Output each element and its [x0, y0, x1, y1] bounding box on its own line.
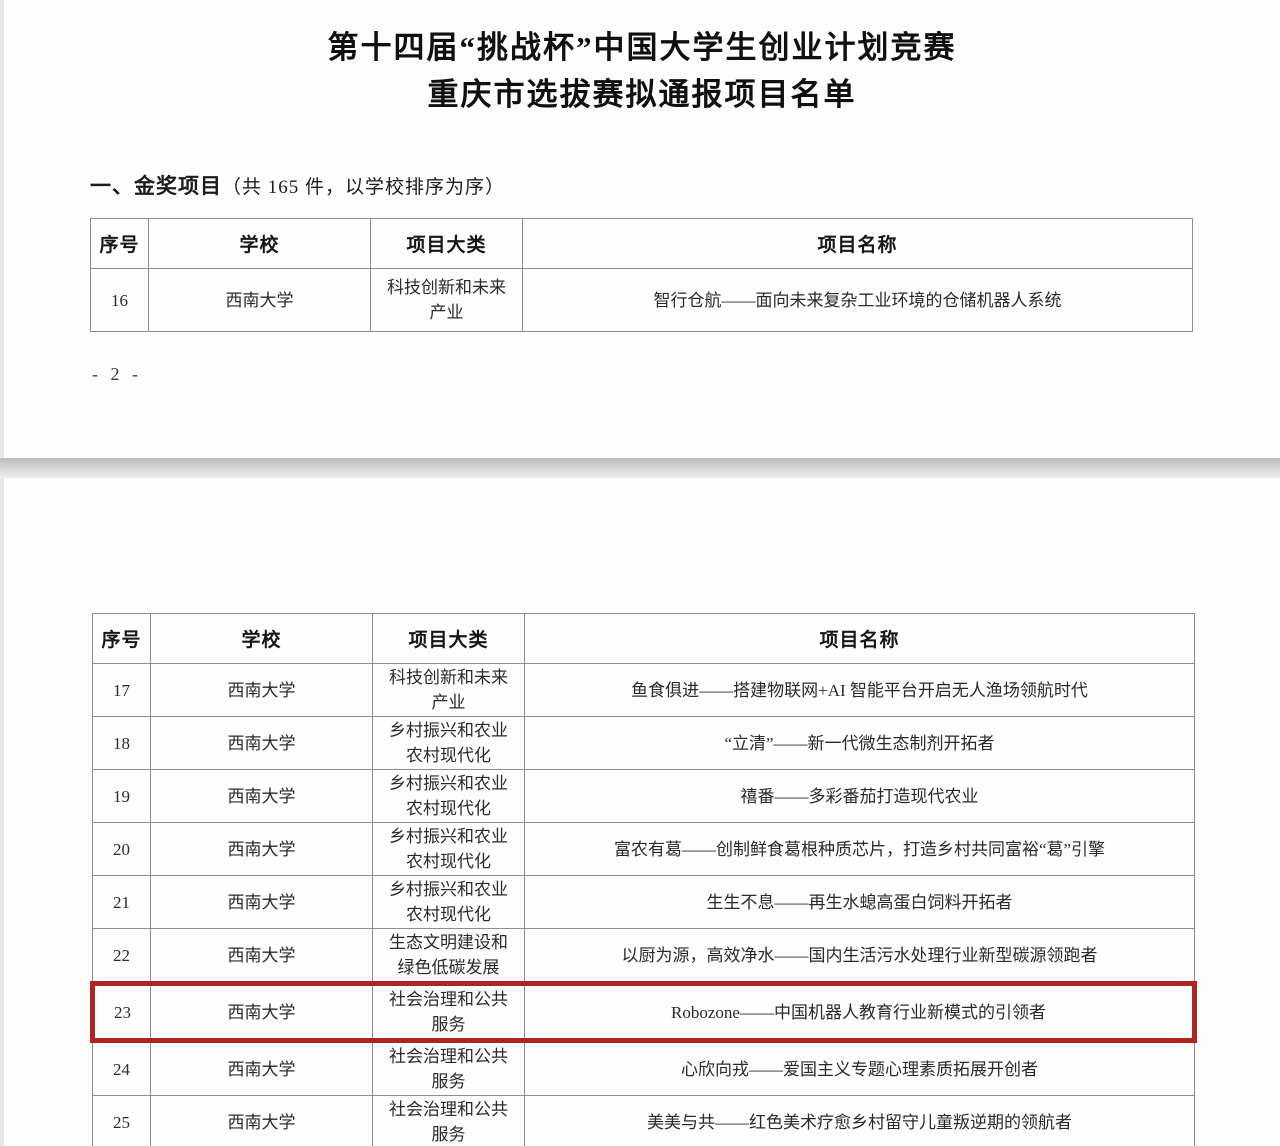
- cell-category: 社会治理和公共服务: [372, 1040, 525, 1096]
- cell-no: 23: [90, 981, 151, 1043]
- table-row: 17 西南大学 科技创新和未来产业 鱼食俱进——搭建物联网+AI 智能平台开启无…: [92, 663, 1195, 717]
- cell-category: 社会治理和公共服务: [372, 981, 525, 1043]
- column-header-category: 项目大类: [370, 218, 523, 269]
- cell-school: 西南大学: [150, 1040, 373, 1096]
- column-header-project: 项目名称: [524, 613, 1195, 664]
- table-row: 24 西南大学 社会治理和公共服务 心欣向戎——爱国主义专题心理素质拓展开创者: [92, 1040, 1195, 1096]
- cell-no: 25: [92, 1095, 151, 1146]
- table-header-row: 序号 学校 项目大类 项目名称: [90, 218, 1193, 269]
- award-table-page2: 序号 学校 项目大类 项目名称 17 西南大学 科技创新和未来产业 鱼食俱进——…: [90, 613, 1197, 1146]
- section-heading: 一、金奖项目（共 165 件，以学校排序为序）: [90, 170, 505, 200]
- cell-category: 乡村振兴和农业农村现代化: [372, 769, 525, 823]
- page-break-divider: [0, 458, 1280, 478]
- column-header-no: 序号: [92, 613, 151, 664]
- cell-project: 生生不息——再生水螅高蛋白饲料开拓者: [524, 875, 1195, 929]
- cell-project: 智行仓航——面向未来复杂工业环境的仓储机器人系统: [522, 268, 1193, 332]
- cell-project: Robozone——中国机器人教育行业新模式的引领者: [524, 981, 1197, 1043]
- cell-no: 22: [92, 928, 151, 984]
- cell-school: 西南大学: [150, 875, 373, 929]
- cell-project: 以厨为源，高效净水——国内生活污水处理行业新型碳源领跑者: [524, 928, 1195, 984]
- cell-no: 24: [92, 1040, 151, 1096]
- cell-school: 西南大学: [150, 981, 373, 1043]
- highlighted-row: 23 西南大学 社会治理和公共服务 Robozone——中国机器人教育行业新模式…: [90, 981, 1197, 1043]
- cell-category: 科技创新和未来产业: [370, 268, 523, 332]
- page-number: - 2 -: [92, 364, 142, 384]
- cell-school: 西南大学: [150, 663, 373, 717]
- cell-school: 西南大学: [150, 1095, 373, 1146]
- cell-school: 西南大学: [150, 822, 373, 876]
- document-page-1: 第十四届“挑战杯”中国大学生创业计划竞赛 重庆市选拔赛拟通报项目名单 一、金奖项…: [4, 0, 1280, 458]
- cell-school: 西南大学: [150, 928, 373, 984]
- cell-no: 16: [90, 268, 149, 332]
- column-header-category: 项目大类: [372, 613, 525, 664]
- cell-project: 心欣向戎——爱国主义专题心理素质拓展开创者: [524, 1040, 1195, 1096]
- cell-project: 鱼食俱进——搭建物联网+AI 智能平台开启无人渔场领航时代: [524, 663, 1195, 717]
- award-table-page1: 序号 学校 项目大类 项目名称 16 西南大学 科技创新和未来产业 智行仓航——…: [90, 218, 1193, 332]
- title-line-1: 第十四届“挑战杯”中国大学生创业计划竞赛: [327, 30, 957, 65]
- table-row: 21 西南大学 乡村振兴和农业农村现代化 生生不息——再生水螅高蛋白饲料开拓者: [92, 875, 1195, 929]
- cell-project: “立清”——新一代微生态制剂开拓者: [524, 716, 1195, 770]
- cell-category: 乡村振兴和农业农村现代化: [372, 875, 525, 929]
- table-row: 22 西南大学 生态文明建设和绿色低碳发展 以厨为源，高效净水——国内生活污水处…: [92, 928, 1195, 984]
- column-header-no: 序号: [90, 218, 149, 269]
- cell-no: 20: [92, 822, 151, 876]
- cell-school: 西南大学: [150, 769, 373, 823]
- cell-category: 生态文明建设和绿色低碳发展: [372, 928, 525, 984]
- cell-category: 社会治理和公共服务: [372, 1095, 525, 1146]
- cell-project: 美美与共——红色美术疗愈乡村留守儿童叛逆期的领航者: [524, 1095, 1195, 1146]
- cell-project: 禧番——多彩番茄打造现代农业: [524, 769, 1195, 823]
- table-row: 16 西南大学 科技创新和未来产业 智行仓航——面向未来复杂工业环境的仓储机器人…: [90, 268, 1193, 332]
- cell-school: 西南大学: [148, 268, 371, 332]
- cell-no: 21: [92, 875, 151, 929]
- cell-category: 乡村振兴和农业农村现代化: [372, 716, 525, 770]
- table-row: 25 西南大学 社会治理和公共服务 美美与共——红色美术疗愈乡村留守儿童叛逆期的…: [92, 1095, 1195, 1146]
- cell-school: 西南大学: [150, 716, 373, 770]
- column-header-school: 学校: [148, 218, 371, 269]
- column-header-project: 项目名称: [522, 218, 1193, 269]
- table-header-row: 序号 学校 项目大类 项目名称: [92, 613, 1195, 664]
- cell-category: 科技创新和未来产业: [372, 663, 525, 717]
- section-heading-label: 一、金奖项目: [90, 175, 222, 198]
- column-header-school: 学校: [150, 613, 373, 664]
- cell-no: 18: [92, 716, 151, 770]
- cell-category: 乡村振兴和农业农村现代化: [372, 822, 525, 876]
- table-row: 19 西南大学 乡村振兴和农业农村现代化 禧番——多彩番茄打造现代农业: [92, 769, 1195, 823]
- table-row: 18 西南大学 乡村振兴和农业农村现代化 “立清”——新一代微生态制剂开拓者: [92, 716, 1195, 770]
- cell-no: 17: [92, 663, 151, 717]
- table-row: 20 西南大学 乡村振兴和农业农村现代化 富农有葛——创制鲜食葛根种质芯片，打造…: [92, 822, 1195, 876]
- cell-no: 19: [92, 769, 151, 823]
- section-heading-note: （共 165 件，以学校排序为序）: [222, 177, 506, 198]
- document-page-2: 序号 学校 项目大类 项目名称 17 西南大学 科技创新和未来产业 鱼食俱进——…: [4, 478, 1280, 1146]
- cell-project: 富农有葛——创制鲜食葛根种质芯片，打造乡村共同富裕“葛”引擎: [524, 822, 1195, 876]
- document-title: 第十四届“挑战杯”中国大学生创业计划竞赛 重庆市选拔赛拟通报项目名单: [4, 0, 1280, 118]
- title-line-2: 重庆市选拔赛拟通报项目名单: [427, 77, 857, 112]
